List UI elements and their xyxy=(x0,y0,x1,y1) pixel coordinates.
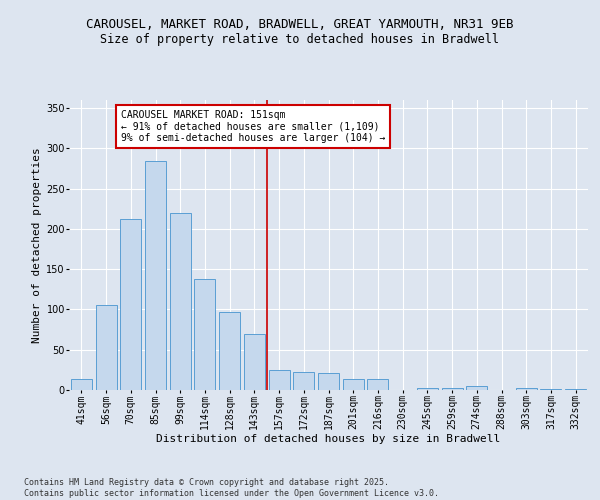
Bar xyxy=(466,386,487,390)
Bar xyxy=(293,372,314,390)
Y-axis label: Number of detached properties: Number of detached properties xyxy=(32,147,42,343)
Text: CAROUSEL MARKET ROAD: 151sqm
← 91% of detached houses are smaller (1,109)
9% of : CAROUSEL MARKET ROAD: 151sqm ← 91% of de… xyxy=(121,110,385,143)
Bar xyxy=(170,213,191,390)
Bar xyxy=(417,388,438,390)
Bar xyxy=(120,219,141,390)
Bar xyxy=(541,389,562,390)
Bar xyxy=(269,370,290,390)
Bar xyxy=(343,378,364,390)
Bar xyxy=(71,378,92,390)
Bar xyxy=(145,161,166,390)
Bar xyxy=(367,378,388,390)
Bar xyxy=(516,388,537,390)
Bar xyxy=(219,312,240,390)
Bar xyxy=(194,279,215,390)
Bar xyxy=(244,334,265,390)
Text: Contains HM Land Registry data © Crown copyright and database right 2025.
Contai: Contains HM Land Registry data © Crown c… xyxy=(24,478,439,498)
Text: CAROUSEL, MARKET ROAD, BRADWELL, GREAT YARMOUTH, NR31 9EB: CAROUSEL, MARKET ROAD, BRADWELL, GREAT Y… xyxy=(86,18,514,30)
X-axis label: Distribution of detached houses by size in Bradwell: Distribution of detached houses by size … xyxy=(157,434,500,444)
Bar xyxy=(95,304,116,390)
Bar xyxy=(318,373,339,390)
Text: Size of property relative to detached houses in Bradwell: Size of property relative to detached ho… xyxy=(101,32,499,46)
Bar xyxy=(442,388,463,390)
Bar xyxy=(565,389,586,390)
